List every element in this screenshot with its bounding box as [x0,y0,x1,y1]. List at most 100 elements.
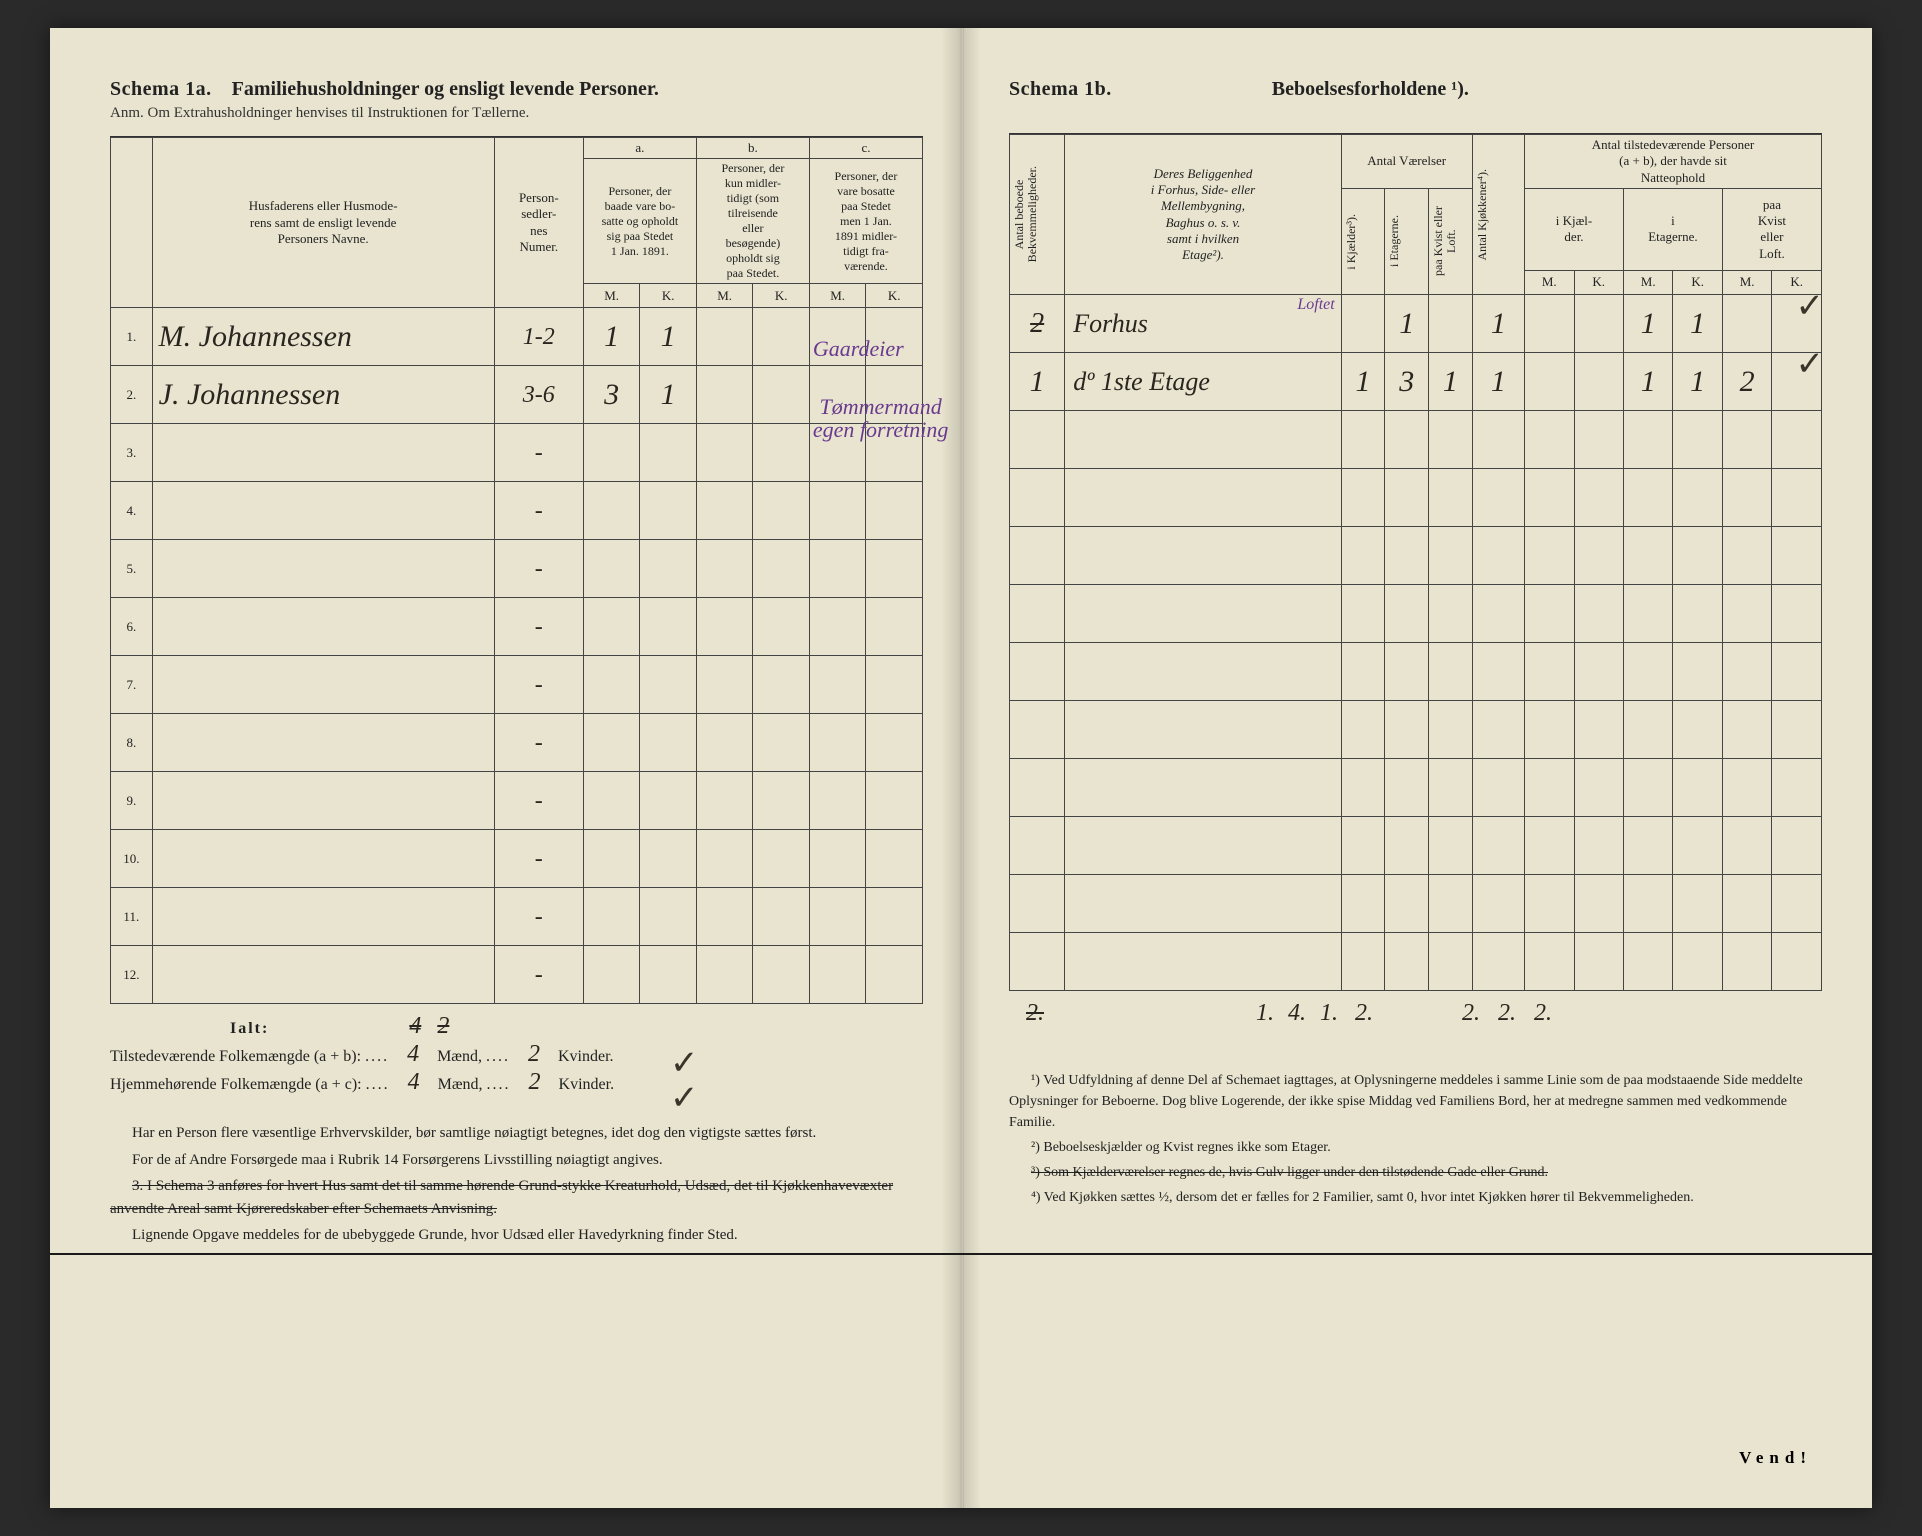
tot-etk: 2. [1491,1001,1523,1025]
col-n-kv: paa Kvist eller Loft. [1722,188,1821,270]
col-b-text: Personer, der kun midler- tidigt (som ti… [696,159,809,284]
right-totals: 2. 1. 4. 1. 2. 2. 2. 2. [1017,1001,1822,1025]
schema-1b-label: Schema 1b. [1009,78,1112,101]
ialt-m-strike: 4 [409,1013,421,1039]
col-natte: Antal tilstedeværende Personer (a + b), … [1525,135,1822,189]
tot-kvm: 2. [1527,1001,1559,1025]
col-kjok: Antal Kjøkkener⁴). [1476,169,1489,261]
table-row: 9. - [111,772,923,830]
table-row: 12. - [111,946,923,1004]
col-a-text: Personer, der baade vare bo- satte og op… [583,159,696,284]
col-names: Husfaderens eller Husmode- rens samt de … [152,138,494,308]
table-row [1010,875,1822,933]
footnote: For de af Andre Forsørgede maa i Rubrik … [110,1149,923,1172]
table-row [1010,643,1822,701]
tot-kj: 1. [1251,1001,1279,1025]
schema-1a-title: Familiehusholdninger og ensligt levende … [232,78,659,101]
tilstede-k: 2 [514,1042,554,1066]
col-v-kv: paa Kvist eller Loft. [1432,206,1458,276]
checkmark-icon: ✓ [670,1043,699,1083]
table-row: 10. - [111,830,923,888]
kvinder-2: Kvinder. [559,1076,615,1093]
mk: M. [1623,271,1672,295]
col-n-kj: i Kjæl- der. [1525,188,1624,270]
maend-1: Mænd, [437,1048,482,1065]
mk: K. [1574,271,1623,295]
mk: M. [1722,271,1771,295]
right-page: Schema 1b. Beboelsesforholdene ¹). Antal… [964,28,1872,1508]
table-row: 1. M. Johannessen 1-2 1 1 Gaardeier [111,308,923,366]
table-row [1010,527,1822,585]
col-c-m: M. [809,284,866,308]
tot-kjok: 2. [1347,1001,1381,1025]
table-row [1010,759,1822,817]
col-personsedler: Person- sedler- nes Numer. [494,138,583,308]
table-row: 11. - [111,888,923,946]
totals-block: Ialt: 4 2 Tilstedeværende Folkemængde (a… [110,1014,923,1094]
ialt-label: Ialt: [230,1020,269,1038]
col-b-m: M. [696,284,753,308]
table-row: 2 LoftetForhus 1 1 11 [1010,295,1822,353]
table-row: 4. - [111,482,923,540]
checkmark-icon: ✓ [670,1078,699,1118]
table-row [1010,817,1822,875]
table-row [1010,933,1822,991]
col-c-label: c. [809,138,922,159]
hjemme-k: 2 [515,1070,555,1094]
table-row: 8. - [111,714,923,772]
mk: K. [1673,271,1722,295]
col-b-label: b. [696,138,809,159]
col-v-kj: i Kjælder³). [1345,214,1358,270]
hjemme-label: Hjemmehørende Folkemængde (a + c): [110,1076,362,1093]
hjemme-m: 4 [394,1070,434,1094]
checkmark-icon: ✓ [1796,286,1825,326]
page-spread: Schema 1a. Familiehusholdninger og ensli… [50,28,1872,1508]
left-page: Schema 1a. Familiehusholdninger og ensli… [50,28,964,1508]
right-footnotes: ¹) Ved Udfyldning af denne Del af Schema… [1009,1070,1822,1208]
col-c-k: K. [866,284,923,308]
col-bekv: Antal beboede Bekvemmeligheder. [1013,166,1039,262]
col-a-m: M. [583,284,640,308]
table-1a: Husfaderens eller Husmode- rens samt de … [110,137,923,1004]
col-v-et: i Etagerne. [1388,215,1401,267]
tot-bek: 2. [1017,1001,1053,1025]
table-row: 7. - [111,656,923,714]
footnote: ⁴) Ved Kjøkken sættes ½, dersom det er f… [1009,1187,1822,1208]
col-a-k: K. [640,284,697,308]
table-row: 6. - [111,598,923,656]
mk: M. [1525,271,1574,295]
col-vaer: Antal Værelser [1341,135,1472,189]
ialt-k-strike: 2 [437,1013,449,1039]
left-footnotes: Har en Person flere væsentlige Erhvervsk… [110,1122,923,1247]
maend-2: Mænd, [438,1076,483,1093]
checkmark-icon: ✓ [1796,344,1825,384]
horizontal-cut [50,1253,1872,1255]
table-row [1010,411,1822,469]
schema-1a-label: Schema 1a. [110,78,212,101]
col-belig: Deres Beliggenhed i Forhus, Side- eller … [1065,135,1341,295]
table-1b: Antal beboede Bekvemmeligheder. Deres Be… [1009,134,1822,991]
table-row: 1 dº 1ste Etage 1 3 1 1 11 2 [1010,353,1822,411]
table-row: 5. - [111,540,923,598]
tot-et: 4. [1283,1001,1311,1025]
table-row: 2. J. Johannessen 3-6 3 1 Tømmermandegen… [111,366,923,424]
anm-note: Anm. Om Extrahusholdninger henvises til … [110,105,923,122]
vend-label: Vend! [1739,1448,1812,1468]
col-b-k: K. [753,284,810,308]
tot-etm: 2. [1455,1001,1487,1025]
table-row [1010,701,1822,759]
footnote: 3. I Schema 3 anføres for hvert Hus samt… [110,1175,923,1220]
footnote: ²) Beboelseskjælder og Kvist regnes ikke… [1009,1137,1822,1158]
col-c-text: Personer, der vare bosatte paa Stedet me… [809,159,922,284]
table-row [1010,585,1822,643]
tot-kv: 1. [1315,1001,1343,1025]
footnote: Lignende Opgave meddeles for de ubebygge… [110,1224,923,1247]
footnote: ¹) Ved Udfyldning af denne Del af Schema… [1009,1070,1822,1133]
footnote: ³) Som Kjælderværelser regnes de, hvis G… [1009,1162,1822,1183]
col-a-label: a. [583,138,696,159]
schema-1b-title: Beboelsesforholdene ¹). [1272,78,1469,101]
table-row [1010,469,1822,527]
col-n-et: i Etagerne. [1623,188,1722,270]
kvinder-1: Kvinder. [558,1048,614,1065]
footnote: Har en Person flere væsentlige Erhvervsk… [110,1122,923,1145]
